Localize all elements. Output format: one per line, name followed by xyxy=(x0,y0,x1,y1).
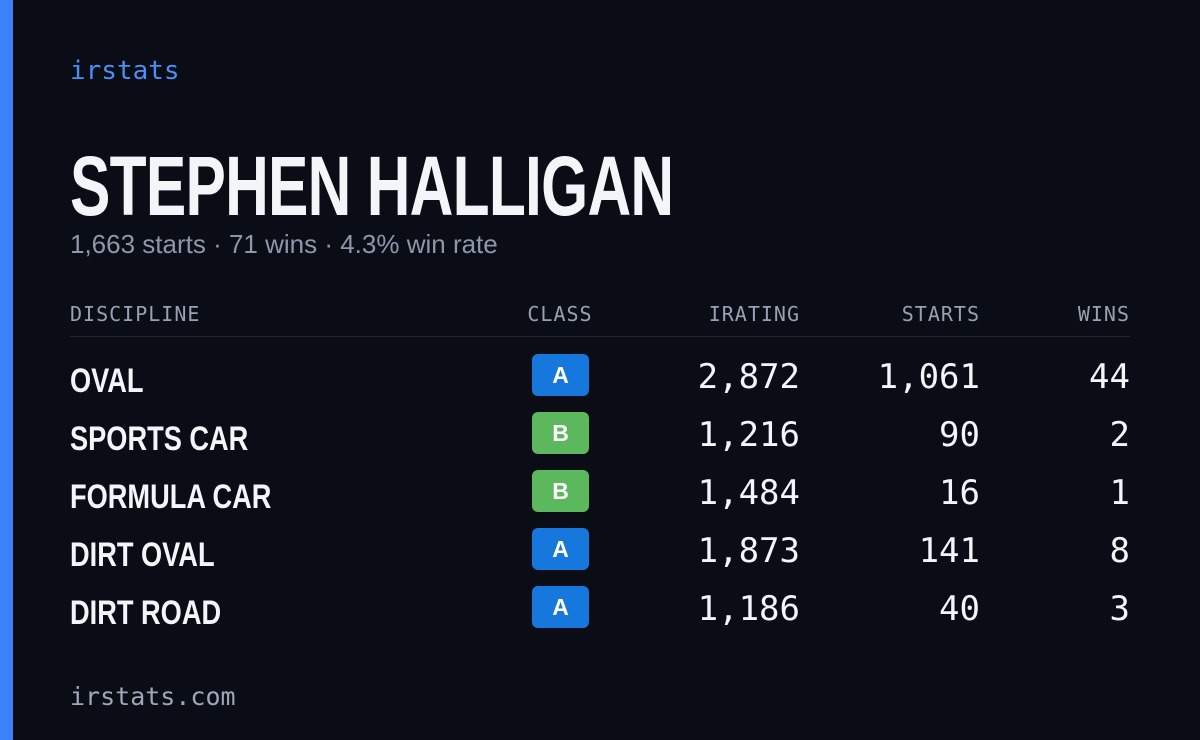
class-badge: B xyxy=(532,412,589,454)
column-header: WINS xyxy=(1077,302,1130,326)
class-badge: B xyxy=(532,470,589,512)
class-badge: A xyxy=(532,354,589,396)
wins: 44 xyxy=(1089,357,1130,397)
irating: 1,216 xyxy=(697,415,800,455)
accent-bar xyxy=(0,0,13,740)
discipline: FORMULA CAR xyxy=(70,478,272,516)
wins: 3 xyxy=(1109,589,1130,629)
irating: 1,873 xyxy=(697,531,800,571)
column-header: DISCIPLINE xyxy=(70,302,201,326)
column-header: CLASS xyxy=(527,302,593,326)
discipline: SPORTS CAR xyxy=(70,420,249,458)
class-badge: A xyxy=(532,586,589,628)
wins: 2 xyxy=(1109,415,1130,455)
starts: 16 xyxy=(939,473,980,513)
discipline: DIRT ROAD xyxy=(70,594,222,632)
irating: 1,186 xyxy=(697,589,800,629)
starts: 141 xyxy=(918,531,980,571)
starts: 1,061 xyxy=(877,357,980,397)
discipline: OVAL xyxy=(70,362,144,400)
brand: irstats xyxy=(70,56,180,86)
wins: 8 xyxy=(1109,531,1130,571)
column-header: IRATING xyxy=(708,302,800,326)
discipline: DIRT OVAL xyxy=(70,536,215,574)
column-header: STARTS xyxy=(901,302,980,326)
class-badge: A xyxy=(532,528,589,570)
wins: 1 xyxy=(1109,473,1130,513)
starts: 90 xyxy=(939,415,980,455)
header-rule xyxy=(70,336,1130,337)
driver-name: STEPHEN HALLIGAN xyxy=(70,139,674,233)
irating: 2,872 xyxy=(697,357,800,397)
driver-summary: 1,663 starts · 71 wins · 4.3% win rate xyxy=(70,229,498,259)
footer-link: irstats.com xyxy=(70,682,236,711)
starts: 40 xyxy=(939,589,980,629)
irating: 1,484 xyxy=(697,473,800,513)
